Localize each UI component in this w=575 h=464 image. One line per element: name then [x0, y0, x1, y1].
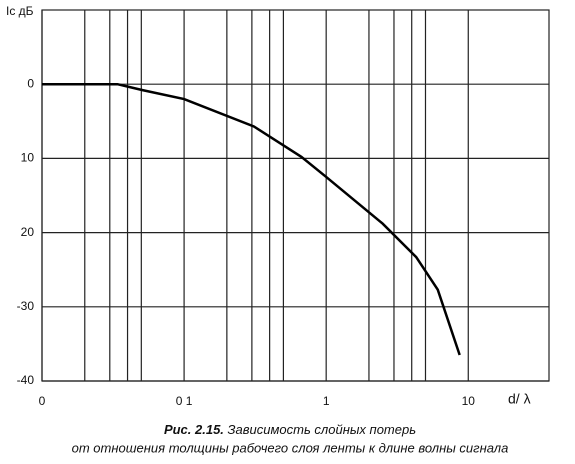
x-tick-label: 0: [39, 394, 46, 408]
caption-number: Рис. 2.15.: [164, 422, 224, 437]
data-line: [42, 82, 461, 356]
x-tick-label: 10: [462, 394, 476, 408]
y-tick-label: 10: [21, 151, 35, 165]
caption-text: от отношения толщины рабочего слоя ленты…: [72, 440, 509, 455]
plot-frame: [41, 9, 550, 382]
x-axis-label: d/ λ: [508, 391, 531, 407]
y-tick-label: -40: [17, 373, 35, 387]
x-tick-label: 0 1: [176, 394, 193, 408]
caption: Рис. 2.15. Зависимость слойных потерь: [164, 422, 416, 437]
y-tick-label: 20: [21, 225, 35, 239]
caption-text: Зависимость слойных потерь: [228, 422, 417, 437]
y-tick-label: -30: [17, 299, 35, 313]
x-tick-label: 1: [323, 394, 330, 408]
y-tick-label: 0: [27, 76, 34, 90]
y-axis-label: Iс дБ: [6, 4, 34, 18]
